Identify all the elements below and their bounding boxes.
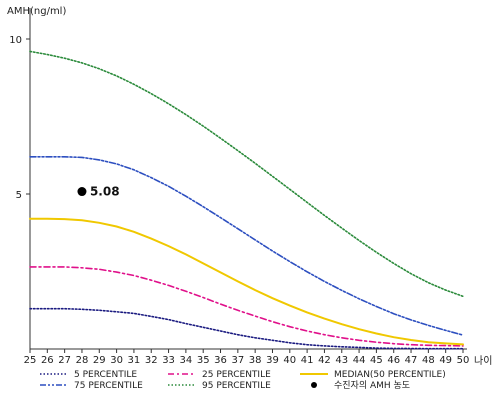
- y-tick-label: 10: [9, 35, 22, 46]
- x-tick-label: 47: [405, 355, 418, 366]
- series-line: [29, 307, 464, 350]
- x-tick-label: 28: [76, 355, 89, 366]
- series-line: [29, 50, 464, 298]
- x-axis-label: 나이: [474, 355, 492, 367]
- x-tick-label: 48: [422, 355, 435, 366]
- x-tick-label: 32: [145, 355, 158, 366]
- x-tick-label: 34: [180, 355, 193, 366]
- x-tick-label: 39: [266, 355, 279, 366]
- x-tick-label: 35: [197, 355, 210, 366]
- x-tick-label: 40: [283, 355, 296, 366]
- y-tick-label: 5: [16, 190, 22, 201]
- x-tick-label: 49: [439, 355, 452, 366]
- x-tick-label: 36: [214, 355, 227, 366]
- x-tick-label: 37: [231, 355, 244, 366]
- legend-label: 75 PERCENTILE: [74, 381, 143, 391]
- axes: 25 26 27 28 29 30 31 32 33 34 35 36 37 38 39 40 41 42 43 44…: [9, 8, 469, 366]
- marker-layer: 5.08: [77, 185, 120, 199]
- y-axis-label: AMH(ng/ml): [7, 6, 66, 17]
- legend-marker-swatch: [311, 382, 317, 388]
- x-tick-label: 30: [110, 355, 123, 366]
- x-tick-label: 50: [457, 355, 470, 366]
- legend-label: 5 PERCENTILE: [74, 370, 137, 380]
- marker-label: 5.08: [90, 185, 120, 199]
- legend-label: 25 PERCENTILE: [202, 370, 271, 380]
- series-layer: [29, 50, 464, 350]
- legend: 5 PERCENTILE 25 PERCENTILE MEDIAN(50 PERCE…: [40, 370, 446, 391]
- series-line: [29, 156, 464, 336]
- x-tick-label: 38: [249, 355, 262, 366]
- x-tick-label: 27: [58, 355, 71, 366]
- x-tick-label: 33: [162, 355, 175, 366]
- x-tick-label: 31: [128, 355, 141, 366]
- x-tick-label: 42: [318, 355, 331, 366]
- x-tick-label: 41: [301, 355, 314, 366]
- legend-label: 95 PERCENTILE: [202, 381, 271, 391]
- marker-point: [77, 187, 87, 197]
- x-tick-label: 26: [41, 355, 54, 366]
- x-tick-label: 25: [24, 355, 37, 366]
- x-tick-label: 46: [387, 355, 400, 366]
- series-line: [29, 266, 464, 347]
- legend-marker-label: 수진자의 AMH 농도: [334, 380, 410, 391]
- x-tick-label: 45: [370, 355, 383, 366]
- x-tick-label: 29: [93, 355, 106, 366]
- x-tick-label: 44: [353, 355, 366, 366]
- series-line: [29, 217, 464, 346]
- x-tick-label: 43: [335, 355, 348, 366]
- legend-label: MEDIAN(50 PERCENTILE): [334, 370, 446, 380]
